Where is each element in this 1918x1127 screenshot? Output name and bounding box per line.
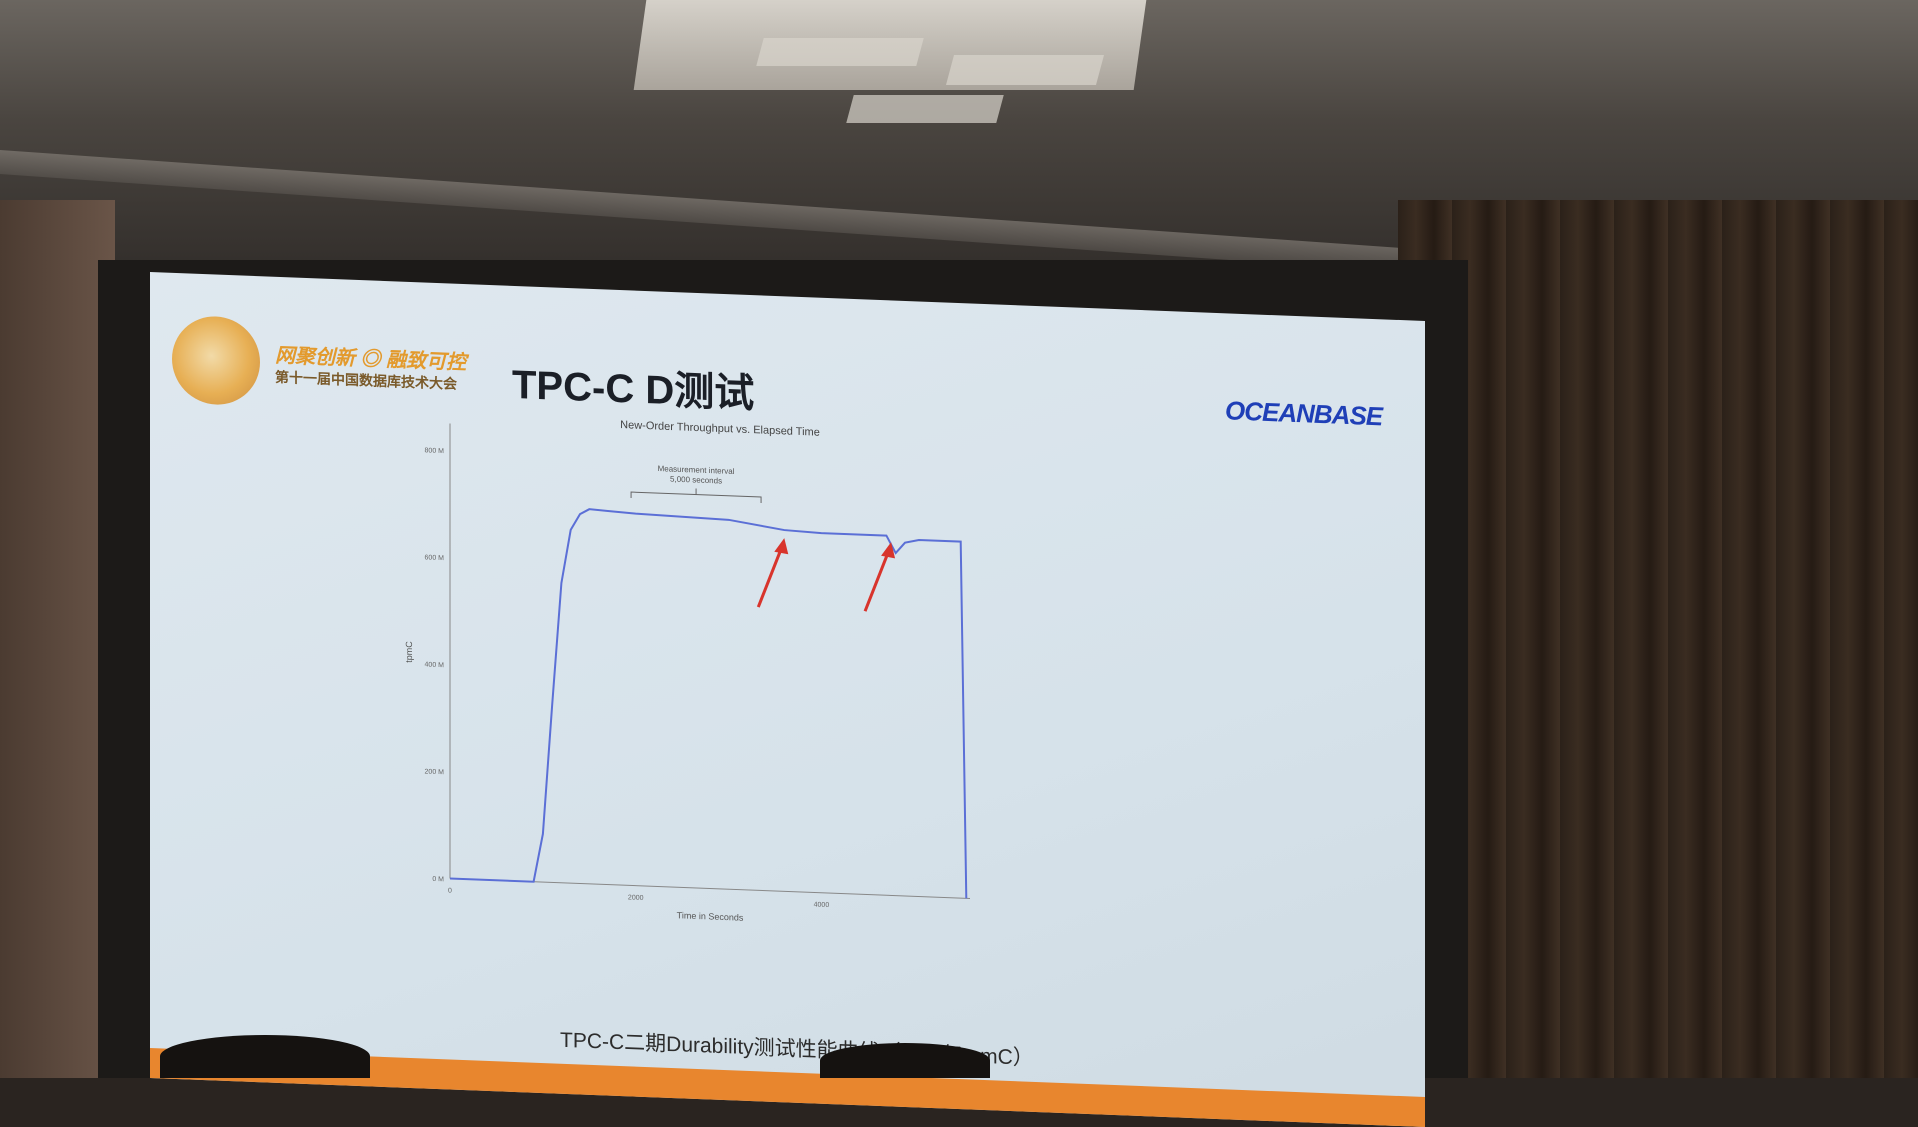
x-axis — [450, 878, 970, 900]
y-tick-label: 0 M — [432, 876, 444, 883]
red-arrow-icon — [756, 538, 789, 608]
series-line — [450, 508, 968, 899]
annotation-bracket — [630, 488, 762, 504]
y-tick-label: 200 M — [425, 768, 445, 776]
highlight-arrows — [756, 538, 896, 612]
y-tick-label: 400 M — [425, 661, 445, 669]
throughput-chart: New-Order Throughput vs. Elapsed Time 0 … — [404, 419, 970, 923]
annotation-sublabel: 5,000 seconds — [670, 475, 722, 486]
wall — [0, 200, 115, 1078]
x-axis-label: Time in Seconds — [677, 910, 744, 923]
annotation-label: Measurement interval — [658, 464, 735, 476]
y-tick-label: 800 M — [425, 447, 445, 455]
y-axis-label: tpmC — [404, 641, 414, 663]
audience-silhouettes — [0, 1035, 1918, 1078]
ceiling-panel — [756, 38, 924, 66]
audience-head — [820, 1043, 990, 1078]
measurement-interval-annotation: Measurement interval 5,000 seconds — [630, 464, 762, 504]
presentation-slide: 网聚创新 ◎ 融致可控 第十一届中国数据库技术大会 TPC-C D测试 OCEA… — [150, 272, 1425, 1127]
red-arrow-icon — [863, 542, 896, 612]
audience-head — [160, 1035, 370, 1078]
x-tick-label: 0 — [448, 887, 452, 894]
x-tick-labels: 0 2000 4000 — [448, 887, 829, 909]
x-tick-label: 2000 — [628, 894, 644, 902]
ceiling-panel — [846, 95, 1004, 123]
brand-logo: OCEANBASE — [1225, 395, 1383, 432]
conference-logo-icon — [172, 314, 260, 407]
ceiling-panel — [945, 55, 1105, 85]
y-tick-label: 600 M — [425, 554, 445, 562]
chart-title: New-Order Throughput vs. Elapsed Time — [620, 419, 820, 439]
x-tick-label: 4000 — [814, 901, 830, 909]
y-tick-labels: 0 M 200 M 400 M 600 M 800 M — [425, 447, 445, 883]
curtain — [1398, 200, 1918, 1078]
